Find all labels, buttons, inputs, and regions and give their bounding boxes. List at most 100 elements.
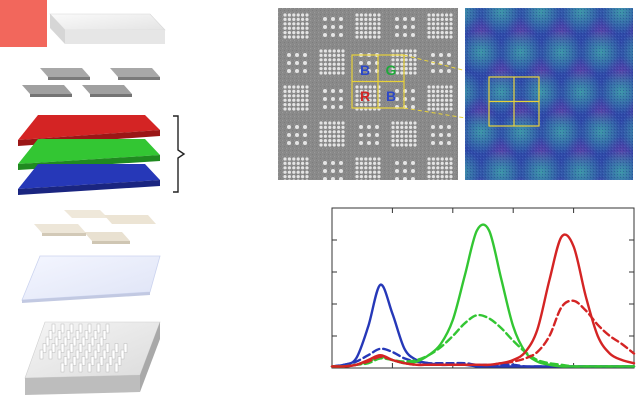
sem-dot bbox=[431, 31, 435, 35]
sem-dot bbox=[431, 125, 435, 129]
sem-dot bbox=[427, 31, 431, 35]
cover-plate bbox=[49, 13, 166, 44]
sem-dot bbox=[436, 89, 440, 93]
sem-dot bbox=[319, 53, 323, 58]
sem-dot bbox=[404, 121, 408, 125]
sem-dot bbox=[440, 17, 444, 21]
sem-dot bbox=[368, 161, 372, 165]
sem-dot bbox=[449, 22, 453, 26]
sem-dot bbox=[431, 175, 435, 179]
sem-dot bbox=[301, 22, 305, 26]
pillar bbox=[105, 323, 110, 334]
sem-dot bbox=[411, 33, 415, 37]
sem-dot bbox=[413, 121, 417, 125]
sem-dot bbox=[359, 17, 363, 21]
sem-dot bbox=[449, 13, 453, 17]
sem-dot bbox=[373, 85, 377, 89]
sem-dot bbox=[337, 62, 341, 66]
sem-dot bbox=[409, 134, 413, 138]
sem-dot bbox=[395, 130, 399, 134]
pillar bbox=[96, 343, 101, 353]
sem-dot bbox=[445, 161, 449, 165]
sem-dot bbox=[404, 49, 408, 53]
sem-dot bbox=[331, 17, 335, 21]
sem-dot bbox=[391, 49, 395, 53]
pillar bbox=[63, 336, 68, 347]
sem-dot bbox=[301, 13, 305, 17]
sem-dot bbox=[431, 53, 435, 57]
pillar bbox=[45, 336, 50, 347]
sem-dot bbox=[296, 35, 300, 39]
sem-dot bbox=[431, 35, 435, 39]
sem-dot bbox=[391, 125, 395, 129]
sem-dot bbox=[305, 22, 309, 26]
sem-dot bbox=[449, 89, 453, 93]
sem-dot bbox=[440, 13, 444, 17]
sem-dot bbox=[328, 134, 332, 138]
sem-dot bbox=[447, 61, 451, 65]
sem-dot bbox=[431, 69, 435, 73]
sem-dot bbox=[339, 89, 343, 93]
sem-dot bbox=[445, 94, 449, 98]
sem-dot bbox=[359, 175, 363, 179]
sem-dot bbox=[331, 105, 335, 109]
sem-dot bbox=[368, 17, 372, 21]
pillar bbox=[51, 343, 56, 353]
sem-dot bbox=[431, 107, 435, 111]
sem-dot bbox=[377, 170, 381, 174]
sem-dot bbox=[404, 71, 408, 75]
series-5-dashed-line bbox=[330, 299, 636, 368]
pillar bbox=[123, 343, 128, 353]
sem-dot bbox=[400, 58, 404, 62]
sem-dot bbox=[364, 157, 368, 161]
sem-dot bbox=[292, 13, 296, 17]
sem-dot bbox=[364, 94, 368, 98]
sem-dot bbox=[409, 67, 413, 71]
pillar bbox=[99, 336, 104, 347]
pillar bbox=[111, 349, 116, 360]
sem-dot bbox=[359, 61, 363, 65]
sem-dot bbox=[359, 103, 363, 107]
sem-dot bbox=[449, 26, 453, 30]
sem-dot bbox=[368, 22, 372, 26]
sem-dot bbox=[411, 161, 415, 165]
blue-filter-layer bbox=[18, 164, 160, 195]
sem-dot bbox=[303, 69, 307, 73]
pillar bbox=[57, 330, 62, 340]
sem-dot bbox=[359, 13, 363, 17]
sem-dot bbox=[427, 175, 431, 179]
sem-dot bbox=[395, 169, 399, 173]
pillar bbox=[96, 323, 101, 334]
sem-dot bbox=[391, 62, 395, 66]
sem-dot bbox=[400, 143, 404, 147]
sem-dot bbox=[449, 179, 453, 180]
sem-dot bbox=[319, 58, 323, 62]
sem-dot bbox=[305, 26, 309, 30]
sem-dot bbox=[292, 17, 296, 21]
sem-dot bbox=[323, 105, 327, 109]
sem-dot bbox=[323, 62, 327, 66]
sem-dot bbox=[367, 69, 371, 73]
sem-dot bbox=[445, 35, 449, 39]
sem-dot bbox=[368, 94, 372, 98]
sem-dot bbox=[440, 166, 444, 170]
sem-dot bbox=[323, 33, 327, 37]
sem-dot bbox=[296, 94, 300, 98]
sem-dot bbox=[287, 157, 291, 161]
sem-dot bbox=[332, 121, 336, 125]
sem-dot bbox=[337, 130, 341, 134]
sem-dot bbox=[283, 94, 287, 98]
sem-dot bbox=[359, 26, 363, 30]
sem-dot bbox=[337, 67, 341, 71]
sem-dot bbox=[368, 35, 372, 39]
pillar bbox=[39, 349, 44, 360]
sem-dot bbox=[283, 103, 287, 107]
sem-dot bbox=[449, 107, 453, 111]
sem-dot bbox=[323, 161, 327, 165]
sem-dot bbox=[431, 133, 435, 137]
sem-dot bbox=[323, 125, 327, 129]
pillar bbox=[48, 330, 53, 340]
sem-dot bbox=[440, 170, 444, 174]
sem-dot bbox=[323, 58, 327, 62]
sem-dot bbox=[364, 166, 368, 170]
